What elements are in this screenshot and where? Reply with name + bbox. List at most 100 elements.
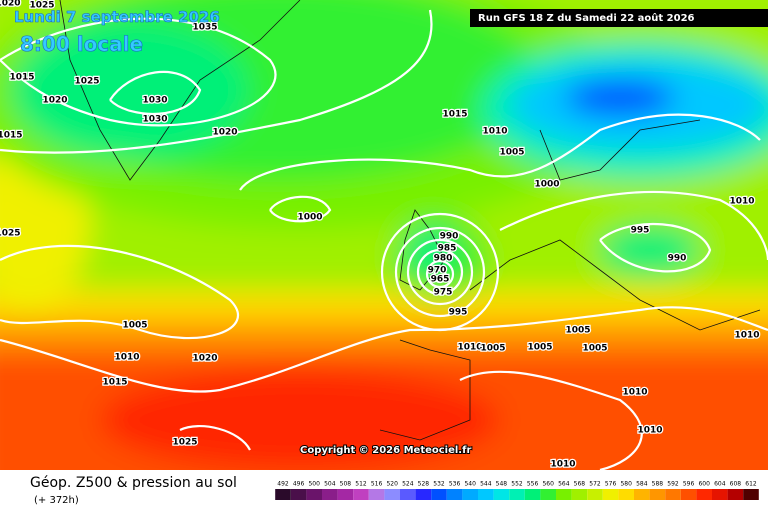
- scale-swatch: [493, 489, 510, 500]
- isobar-label: 1015: [102, 378, 127, 388]
- scale-swatch: [415, 489, 432, 500]
- isobar-label: 1015: [0, 131, 23, 141]
- isobar-label: 1020: [212, 128, 237, 138]
- scale-label: 600: [698, 481, 710, 488]
- scale-swatch: [337, 489, 354, 500]
- isobar-label: 1030: [142, 96, 167, 106]
- scale-label: 508: [340, 481, 352, 488]
- isobar-label: 1010: [729, 197, 754, 207]
- isobar-label: 995: [449, 308, 468, 318]
- isobar-label: 990: [440, 232, 459, 242]
- footer-title: Géop. Z500 & pression au sol: [30, 475, 237, 491]
- isobar-label: 1010: [622, 388, 647, 398]
- isobar-label: 1010: [482, 127, 507, 137]
- scale-label: 580: [620, 481, 632, 488]
- forecast-date: Lundi 7 septembre 2026: [14, 8, 220, 26]
- scale-label: 524: [402, 481, 414, 488]
- isobar-label: 1010: [457, 343, 482, 353]
- isobar-label: 1025: [74, 77, 99, 87]
- scale-label: 512: [355, 481, 367, 488]
- scale-label: 604: [714, 481, 726, 488]
- isobar-label: 1035: [192, 23, 217, 33]
- scale-swatch: [431, 489, 447, 500]
- scale-swatch: [462, 489, 478, 500]
- scale-label: 576: [605, 481, 617, 488]
- scale-swatch: [290, 489, 307, 500]
- scale-label: 568: [574, 481, 586, 488]
- scale-swatch: [727, 489, 744, 500]
- scale-label: 548: [496, 481, 508, 488]
- isobar-label: 1020: [42, 96, 67, 106]
- scale-swatch: [524, 489, 541, 500]
- scale-label: 588: [652, 481, 664, 488]
- isobar-label: 1015: [9, 73, 34, 83]
- scale-swatch: [368, 489, 385, 500]
- scale-swatch: [712, 489, 728, 500]
- isobar-label: 1025: [172, 438, 197, 448]
- isobar-label: 1025: [29, 1, 54, 11]
- scale-swatch: [306, 489, 322, 500]
- isobar-label: 1010: [114, 353, 139, 363]
- scale-swatch: [696, 489, 712, 500]
- scale-label: 592: [667, 481, 679, 488]
- isobar-label: 975: [434, 288, 453, 298]
- scale-label: 504: [324, 481, 336, 488]
- scale-swatch: [446, 489, 463, 500]
- scale-label: 500: [308, 481, 320, 488]
- isobar-label: 1000: [297, 213, 322, 223]
- color-scale: 492 496 500 504 508 512 516 520 524 528 532 536 540 5…: [275, 481, 759, 500]
- isobar-label: 1015: [442, 110, 467, 120]
- isobar-label: 965: [431, 275, 450, 285]
- isobar-label: 1020: [192, 354, 217, 364]
- scale-swatch: [680, 489, 697, 500]
- copyright: Copyright © 2026 Meteociel.fr: [300, 445, 471, 456]
- isobar-label: 1005: [582, 344, 607, 354]
- isobar-label: 1020: [0, 0, 21, 9]
- scale-swatch: [556, 489, 572, 500]
- scale-label: 544: [480, 481, 492, 488]
- scale-swatch: [587, 489, 603, 500]
- scale-swatch: [400, 489, 416, 500]
- isobar-label: 1010: [550, 460, 575, 470]
- isobar-label: 1010: [734, 331, 759, 341]
- isobar-label: 1005: [122, 321, 147, 331]
- scale-label: 528: [418, 481, 430, 488]
- isobar-label: 985: [438, 244, 457, 254]
- scale-label: 496: [293, 481, 305, 488]
- scale-label: 540: [464, 481, 476, 488]
- scale-swatch: [665, 489, 681, 500]
- run-banner: [470, 9, 768, 27]
- isobar-label: 1005: [499, 148, 524, 158]
- scale-label: 520: [386, 481, 398, 488]
- scale-label: 516: [371, 481, 383, 488]
- scale-swatch: [649, 489, 666, 500]
- forecast-time: 8:00 locale: [20, 32, 143, 56]
- isobar-label: 1025: [0, 229, 21, 239]
- scale-swatch: [353, 489, 369, 500]
- scale-label: 564: [558, 481, 570, 488]
- scale-swatch: [618, 489, 634, 500]
- scale-label: 552: [511, 481, 523, 488]
- isobar-label: 1005: [527, 343, 552, 353]
- run-info: Run GFS 18 Z du Samedi 22 août 2026: [478, 12, 695, 24]
- scale-label: 556: [527, 481, 539, 488]
- scale-label: 596: [683, 481, 695, 488]
- scale-label: 532: [433, 481, 445, 488]
- isobar-label: 980: [434, 254, 453, 264]
- scale-label: 572: [589, 481, 601, 488]
- scale-label: 536: [449, 481, 461, 488]
- isobar-label: 970: [428, 266, 447, 276]
- scale-swatch: [322, 489, 338, 500]
- scale-label: 584: [636, 481, 648, 488]
- scale-label: 608: [730, 481, 742, 488]
- scale-swatch: [571, 489, 588, 500]
- scale-swatch: [478, 489, 494, 500]
- isobar-label: 1010: [637, 426, 662, 436]
- scale-swatch: [602, 489, 619, 500]
- scale-label: 612: [745, 481, 757, 488]
- forecast-lead: (+ 372h): [34, 495, 79, 506]
- scale-label: 492: [277, 481, 289, 488]
- scale-swatch: [275, 489, 291, 500]
